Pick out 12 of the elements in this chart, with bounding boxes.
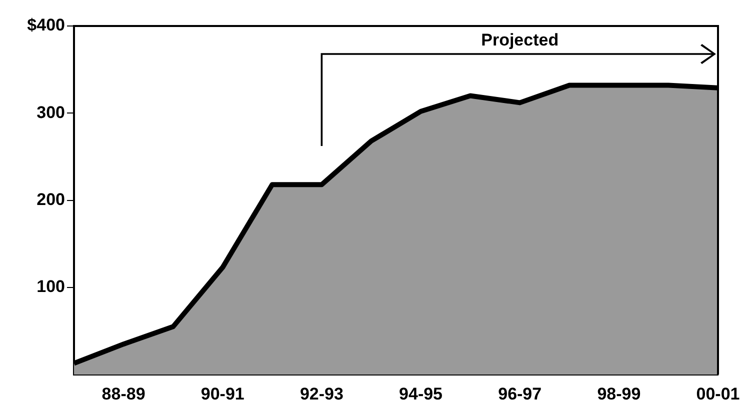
- x-tick-label: 94-95: [399, 384, 443, 404]
- y-tick-label: 200: [36, 190, 65, 209]
- x-tick-label: 96-97: [498, 384, 542, 404]
- y-tick-label: $400: [27, 16, 65, 35]
- annotation: Projected: [481, 30, 559, 50]
- x-tick-label: 00-01: [696, 384, 740, 404]
- x-tick-label: 92-93: [300, 384, 344, 404]
- x-tick-label: 98-99: [597, 384, 641, 404]
- y-tick-label: 100: [36, 277, 65, 296]
- x-tick-label: 88-89: [102, 384, 146, 404]
- y-tick-label: 300: [36, 102, 65, 122]
- x-tick-label: 90-91: [200, 384, 244, 404]
